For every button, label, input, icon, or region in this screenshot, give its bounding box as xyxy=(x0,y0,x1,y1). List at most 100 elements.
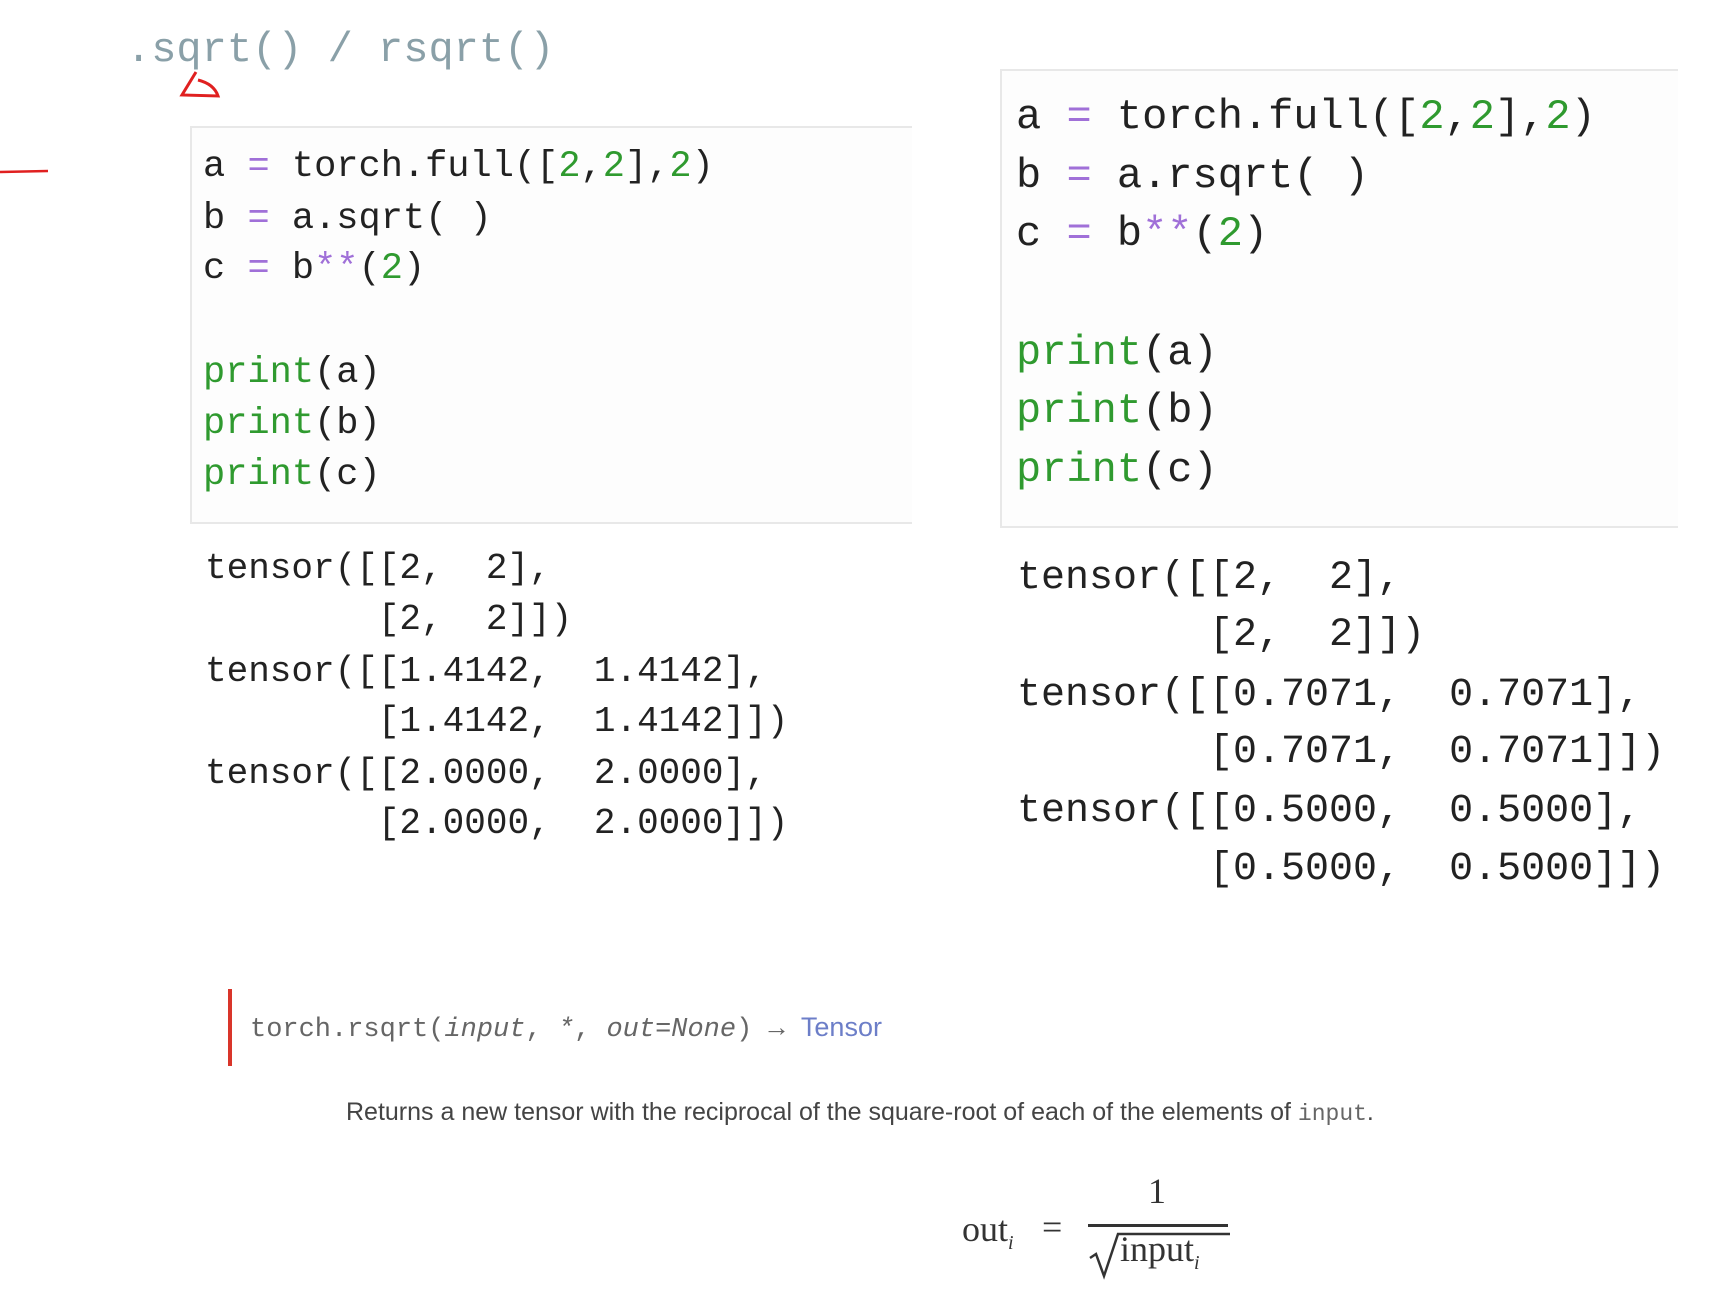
code-line-b: b = a.sqrt( ) xyxy=(203,198,492,240)
output-line: tensor([[0.7071, 0.7071], xyxy=(1017,673,1642,718)
lhs-sub: i xyxy=(1008,1232,1014,1255)
code-text: ], xyxy=(624,146,670,188)
code-text: (c) xyxy=(1142,446,1218,494)
desc-end: . xyxy=(1366,1098,1374,1126)
code-text: ) xyxy=(691,146,714,188)
op-eq: = xyxy=(247,146,270,188)
code-text: ( xyxy=(358,248,381,290)
code-text: , xyxy=(1444,93,1470,141)
param-out: out=None xyxy=(606,1015,737,1045)
var-a: a xyxy=(1016,93,1042,141)
keyword-print: print xyxy=(1016,329,1143,377)
formula-denominator: inputi xyxy=(1120,1228,1200,1275)
doc-signature-bar xyxy=(228,989,232,1066)
code-line-print: print(c) xyxy=(203,454,381,496)
num: 2 xyxy=(1217,210,1243,258)
code-text: , xyxy=(580,146,603,188)
keyword-print: print xyxy=(203,352,315,394)
code-text: (a) xyxy=(1142,329,1218,377)
code-line-print: print(c) xyxy=(1016,446,1218,494)
doc-signature: torch.rsqrt(input, *, out=None) → Tensor xyxy=(250,1012,882,1045)
code-text: b xyxy=(1116,210,1143,258)
sep: , xyxy=(525,1015,558,1045)
output-line: [0.5000, 0.5000]]) xyxy=(1017,847,1666,892)
code-cell-rsqrt[interactable] xyxy=(1000,69,1678,528)
num: 2 xyxy=(602,146,625,188)
output-line: [2.0000, 2.0000]]) xyxy=(205,803,789,844)
output-line: [2, 2]]) xyxy=(1017,613,1426,658)
var-b: b xyxy=(1016,152,1042,200)
param-star: * xyxy=(557,1015,575,1045)
op-eq: = xyxy=(247,198,270,240)
code-text: b xyxy=(291,248,315,290)
num: 2 xyxy=(1419,93,1445,141)
arrow-icon: → xyxy=(752,1015,801,1045)
code-text: torch.full([ xyxy=(291,146,559,188)
op-eq: = xyxy=(1066,210,1092,258)
desc-text: Returns a new tensor with the reciprocal… xyxy=(346,1098,1298,1126)
output-line: tensor([[2.0000, 2.0000], xyxy=(205,753,767,794)
code-text: (b) xyxy=(1142,387,1218,435)
code-text: a.sqrt( ) xyxy=(291,198,492,240)
code-cell-sqrt[interactable] xyxy=(190,126,912,524)
code-text: ) xyxy=(402,248,426,290)
output-line: tensor([[0.5000, 0.5000], xyxy=(1017,789,1642,834)
param-input: input xyxy=(444,1015,526,1045)
code-line-print: print(a) xyxy=(203,352,381,394)
code-text: (c) xyxy=(314,454,381,496)
annotation-dash-left xyxy=(0,169,49,174)
tensor-link[interactable]: Tensor xyxy=(800,1012,882,1042)
doc-description: Returns a new tensor with the reciprocal… xyxy=(346,1098,1374,1127)
op-eq: = xyxy=(1066,152,1092,200)
code-text: torch.full([ xyxy=(1116,93,1420,141)
code-text: (b) xyxy=(314,403,381,445)
sep: ) xyxy=(736,1015,753,1045)
op-eq: = xyxy=(1066,93,1092,141)
code-text: ) xyxy=(1242,210,1269,258)
code-text: ], xyxy=(1494,93,1546,141)
output-line: [0.7071, 0.7071]]) xyxy=(1017,730,1666,775)
lhs: out xyxy=(962,1209,1009,1249)
formula-lhs: outi xyxy=(962,1208,1014,1255)
code-line-c: c = b**(2) xyxy=(1016,210,1268,258)
code-line-b: b = a.rsqrt( ) xyxy=(1016,152,1369,200)
code-line-print: print(b) xyxy=(203,403,381,445)
var-b: b xyxy=(203,198,226,240)
code-line-a: a = torch.full([2,2],2) xyxy=(1016,93,1596,141)
den: input xyxy=(1120,1229,1195,1269)
code-text: ( xyxy=(1192,210,1218,258)
var-c: c xyxy=(203,248,226,290)
output-line: tensor([[1.4142, 1.4142], xyxy=(205,651,767,692)
output-line: tensor([[2, 2], xyxy=(1017,556,1402,601)
output-line: [1.4142, 1.4142]]) xyxy=(205,701,789,742)
sqrt-icon xyxy=(1089,1232,1230,1280)
code-text: (a) xyxy=(314,352,381,394)
op-pow: ** xyxy=(1142,210,1193,258)
keyword-print: print xyxy=(203,454,315,496)
output-line: [2, 2]]) xyxy=(205,599,573,640)
desc-code: input xyxy=(1297,1101,1367,1127)
num: 2 xyxy=(380,248,403,290)
var-a: a xyxy=(203,146,226,188)
output-line: tensor([[2, 2], xyxy=(205,548,551,589)
slide-title: .sqrt() / rsqrt() xyxy=(126,26,555,74)
formula-numerator: 1 xyxy=(1148,1171,1166,1211)
num: 2 xyxy=(558,146,581,188)
var-c: c xyxy=(1016,210,1042,258)
den-sub: i xyxy=(1194,1252,1200,1275)
op-pow: ** xyxy=(314,248,359,290)
code-text: a.rsqrt( ) xyxy=(1116,152,1369,200)
num: 2 xyxy=(669,146,692,188)
annotation-delta-mark xyxy=(179,71,221,98)
code-line-c: c = b**(2) xyxy=(203,248,425,290)
sep: , xyxy=(574,1015,607,1045)
num: 2 xyxy=(1545,93,1571,141)
op-eq: = xyxy=(247,248,270,290)
fraction-bar xyxy=(1088,1224,1228,1227)
code-line-print: print(a) xyxy=(1016,329,1218,377)
fn-name: torch.rsqrt( xyxy=(250,1015,445,1045)
code-line-print: print(b) xyxy=(1016,387,1218,435)
keyword-print: print xyxy=(1016,446,1143,494)
num: 2 xyxy=(1469,93,1495,141)
code-text: ) xyxy=(1570,93,1596,141)
